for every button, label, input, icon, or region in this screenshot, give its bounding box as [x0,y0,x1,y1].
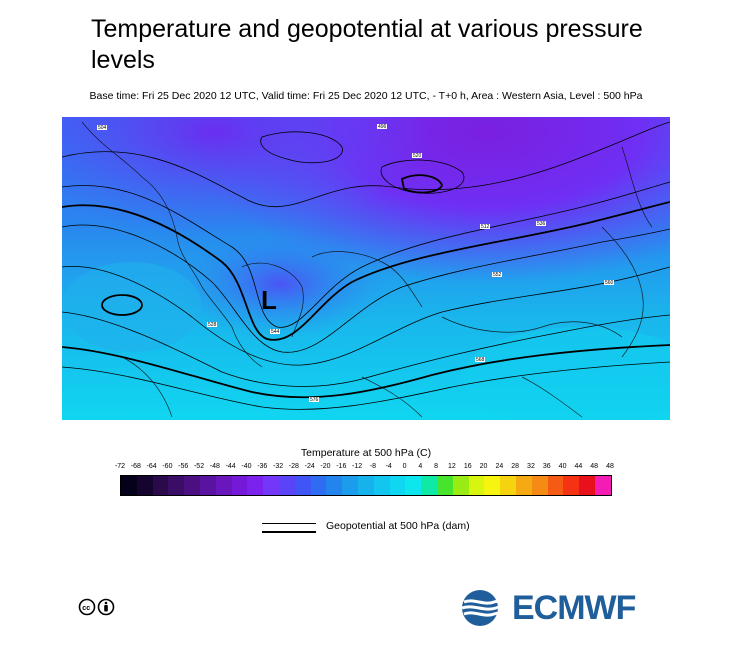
thin-contour-line-sample [262,523,316,524]
colorbar-tick-label: 16 [463,463,472,470]
colorbar-swatch [326,476,343,495]
contour-label: 544 [271,329,280,335]
contour-label: 560 [605,280,614,286]
colorbar-tick-label: 0 [402,463,407,470]
colorbar-tick-label: 48 [590,463,599,470]
colorbar-title: Temperature at 500 hPa (C) [300,447,432,459]
colorbar-swatch [547,476,564,495]
temperature-map[interactable]: 504 496 520 512 536 552 560 544 528 568 … [62,117,670,420]
low-pressure-marker: L [261,285,277,315]
colorbar-tick-label: 48 [606,463,614,470]
chart-title: Temperature and geopotential at various … [91,15,643,74]
geopotential-legend: Geopotential at 500 hPa (dam) [262,520,562,536]
colorbar-tick-label: 32 [527,463,535,470]
colorbar-tick-label: -20 [320,463,331,470]
colorbar-swatch [579,476,595,495]
colorbar-tick-label: -28 [288,463,299,470]
colorbar-tick-label: -48 [209,463,220,470]
colorbar-swatch [515,476,532,495]
colorbar-tick-label: 20 [479,463,488,470]
colorbar-swatch [436,476,453,495]
colorbar-swatch [152,476,169,495]
colorbar-swatch [121,476,137,495]
colorbar-swatch [231,476,248,495]
colorbar-tick-label: -4 [385,463,392,470]
colorbar-swatch [405,476,422,495]
contour-label: 520 [413,153,422,159]
colorbar-swatch [484,476,501,495]
colorbar-tick-label: -24 [304,463,315,470]
contour-label: 536 [537,221,546,227]
chart-subtitle: Base time: Fri 25 Dec 2020 12 UTC, Valid… [89,90,643,102]
colorbar-swatch [184,476,200,495]
colorbar-swatch [263,476,279,495]
colorbar-swatch [342,476,358,495]
colorbar-tick-label: 28 [511,463,520,470]
contour-label: 576 [310,397,319,403]
colorbar-tick-label: 12 [448,463,456,470]
colorbar-swatch [357,476,374,495]
colorbar-swatch [531,476,548,495]
colorbar-tick-label: -36 [257,463,268,470]
colorbar-tick-label: -40 [241,463,252,470]
ecmwf-logo-icon [461,590,509,626]
ecmwf-logo[interactable]: ECMWF [460,588,660,628]
cc-by-icon[interactable]: cc [78,598,118,616]
contour-label: 504 [98,125,107,131]
colorbar-ticks: -72 -68 -64 -60 -56 -52 -48 -44 -40 -36 -32 -28 -24-… [115,463,614,475]
colorbar-swatch [389,476,406,495]
colorbar-swatch [373,476,390,495]
contour-label: 512 [481,224,490,230]
colorbar-tick-label: -68 [130,463,141,470]
contour-label: 528 [208,322,217,328]
colorbar-swatch [278,476,295,495]
colorbar-tick-label: -60 [162,463,173,470]
colorbar-tick-label: -32 [273,463,284,470]
colorbar-tick-label: -44 [225,463,236,470]
colorbar-swatch [594,476,611,495]
colorbar-tick-label: 36 [542,463,551,470]
temperature-colorbar [120,475,612,496]
colorbar-swatch [452,476,469,495]
contour-label: 568 [476,357,485,363]
colorbar-swatch [468,476,485,495]
contour-label: 552 [493,272,502,278]
colorbar-swatch [563,476,580,495]
colorbar-tick-label: 24 [495,463,504,470]
colorbar-tick-label: -64 [146,463,157,470]
colorbar-swatch [168,476,185,495]
colorbar-tick-label: 8 [434,463,439,470]
thick-contour-line-sample [262,531,316,533]
colorbar-tick-label: -16 [336,463,347,470]
colorbar-tick-label: -52 [193,463,205,470]
colorbar-swatch [199,476,216,495]
colorbar-tick-label: -8 [369,463,377,470]
contour-label: 496 [378,124,387,130]
geopotential-legend-label: Geopotential at 500 hPa (dam) [326,520,470,532]
colorbar-swatch [215,476,232,495]
colorbar-tick-label: -72 [114,463,126,470]
colorbar-tick-label: 40 [558,463,567,470]
svg-text:cc: cc [82,605,90,612]
colorbar-tick-label: -56 [178,463,189,470]
colorbar-tick-label: 4 [418,463,423,470]
colorbar-swatch [310,476,327,495]
colorbar-swatch [421,476,437,495]
colorbar-tick-label: 44 [574,463,583,470]
colorbar-swatch [294,476,311,495]
colorbar-tick-label: -12 [352,463,363,470]
ecmwf-logo-text: ECMWF [512,589,636,627]
colorbar-swatch [247,476,264,495]
colorbar-swatch [136,476,153,495]
colorbar-swatch [500,476,516,495]
